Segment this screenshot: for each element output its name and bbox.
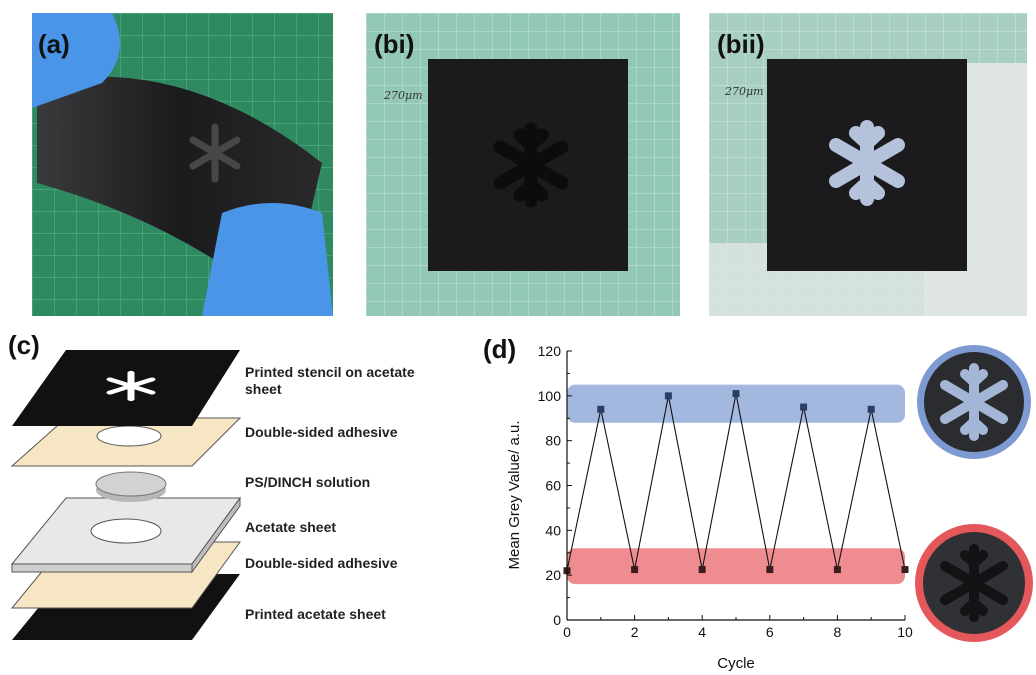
inset-dark-snowflake <box>915 524 1033 642</box>
inset-light-snowflake <box>917 345 1031 459</box>
x-tick-label: 2 <box>631 624 639 640</box>
panel-label-bi: (bi) <box>374 29 415 59</box>
data-point <box>631 566 639 574</box>
x-tick-label: 6 <box>766 624 774 640</box>
light-snowflake-icon <box>829 120 905 206</box>
faint-snowflake-icon <box>189 123 241 183</box>
layer-stack-diagram: (c) Printed stencil <box>4 326 474 672</box>
y-axis-label: Mean Grey Value/ a.u. <box>506 421 523 570</box>
data-point <box>698 566 706 574</box>
x-tick-label: 4 <box>698 624 706 640</box>
photo-panel-bi: (bi) 270μm <box>366 13 680 316</box>
high-grey-band <box>567 384 905 423</box>
panel-label-a: (a) <box>38 29 70 59</box>
y-tick-label: 20 <box>545 567 561 583</box>
data-point <box>800 403 808 411</box>
y-tick-label: 100 <box>538 388 562 404</box>
photo-panel-bii: (bii) 270μm <box>709 13 1027 316</box>
stack-label-solution: PS/DINCH solution <box>245 474 371 490</box>
stack-label-adhesive-lower: Double-sided adhesive <box>245 555 398 571</box>
y-tick-label: 60 <box>545 478 561 494</box>
data-point <box>766 566 774 574</box>
data-point <box>833 566 841 574</box>
panel-label-d: (d) <box>483 334 517 364</box>
stack-label-printed-acetate: Printed acetate sheet <box>245 606 386 622</box>
data-point <box>597 405 605 413</box>
clear-film-photo <box>709 13 1027 316</box>
bent-film-photo <box>32 13 333 316</box>
data-point <box>867 405 875 413</box>
photo-panel-a: (a) <box>32 13 333 316</box>
y-tick-label: 80 <box>545 433 561 449</box>
y-tick-label: 0 <box>553 612 561 628</box>
data-point <box>664 392 672 400</box>
x-tick-label: 8 <box>834 624 842 640</box>
low-grey-band <box>567 548 905 585</box>
glove-bottom <box>202 203 333 316</box>
data-point <box>732 390 740 398</box>
dark-snowflake-icon <box>493 122 569 208</box>
thickness-note-bi: 270μm <box>384 89 423 102</box>
stack-label-acetate: Acetate sheet <box>245 519 337 535</box>
stack-label-adhesive-upper: Double-sided adhesive <box>245 424 398 440</box>
panel-label-c: (c) <box>8 330 40 360</box>
thickness-note-bii: 270μm <box>725 85 764 98</box>
glove-top <box>32 13 120 108</box>
stack-label-stencil: Printed stencil on acetate sheet <box>245 364 415 397</box>
ps-dinch-disc <box>95 471 167 497</box>
y-tick-label: 120 <box>538 343 562 359</box>
data-point <box>901 566 909 574</box>
stencil-snowflake-icon <box>106 370 156 402</box>
x-axis-label: Cycle <box>717 655 755 672</box>
x-tick-label: 10 <box>897 624 913 640</box>
panel-label-bii: (bii) <box>717 29 765 59</box>
dark-film-photo <box>366 13 680 316</box>
y-tick-label: 40 <box>545 522 561 538</box>
x-tick-label: 0 <box>563 624 571 640</box>
